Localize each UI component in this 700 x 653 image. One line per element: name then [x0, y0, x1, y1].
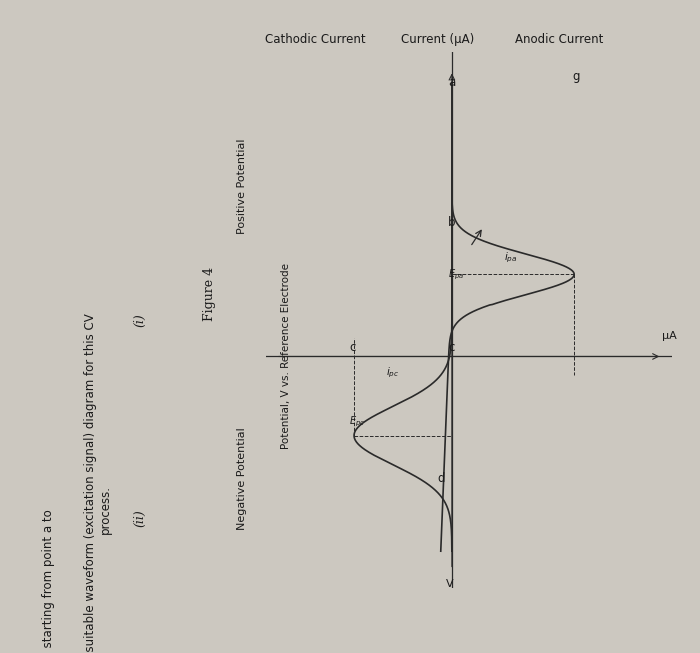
Text: (i): (i): [134, 313, 146, 327]
Text: Figure 4: Figure 4: [204, 267, 216, 321]
Text: Potential, V vs. Reference Electrode: Potential, V vs. Reference Electrode: [281, 263, 290, 449]
Text: c: c: [448, 341, 454, 354]
Text: μA: μA: [662, 331, 677, 342]
Text: Analyze the cyclic voltammogram in details  starting from point a to
point g.: Analyze the cyclic voltammogram in detai…: [42, 509, 70, 653]
Text: (ii): (ii): [134, 509, 146, 527]
Text: V: V: [446, 579, 454, 588]
Text: Anodic Current: Anodic Current: [515, 33, 603, 46]
Text: g: g: [573, 70, 580, 83]
Text: Negative Potential: Negative Potential: [237, 427, 246, 530]
Text: $E_{pc}$: $E_{pc}$: [349, 415, 365, 430]
Text: $E_{pa}$: $E_{pa}$: [448, 267, 464, 281]
Text: Current (μA): Current (μA): [400, 33, 474, 46]
Text: b: b: [448, 216, 456, 229]
Text: Sketch a suitable waveform (excitation signal) diagram for this CV
process.: Sketch a suitable waveform (excitation s…: [84, 313, 112, 653]
Text: d: d: [438, 471, 444, 485]
Text: c: c: [349, 341, 356, 354]
Text: Cathodic Current: Cathodic Current: [265, 33, 365, 46]
Text: a: a: [448, 76, 455, 89]
Text: $i_{pa}$: $i_{pa}$: [504, 251, 517, 265]
Text: Positive Potential: Positive Potential: [237, 138, 246, 234]
Text: $i_{pc}$: $i_{pc}$: [386, 366, 400, 380]
